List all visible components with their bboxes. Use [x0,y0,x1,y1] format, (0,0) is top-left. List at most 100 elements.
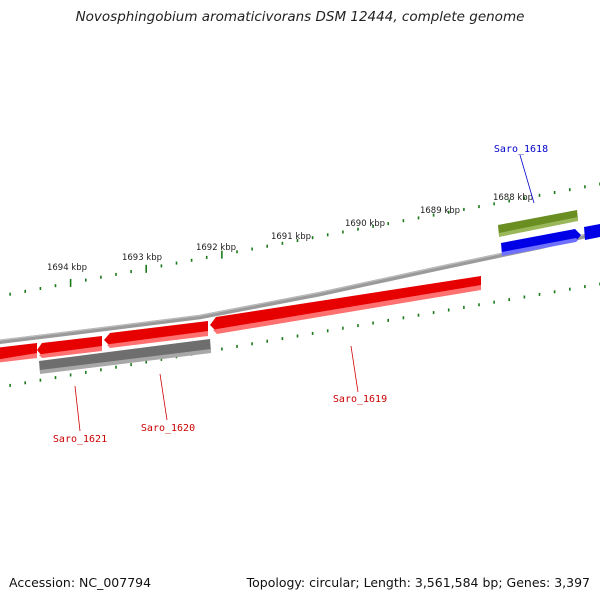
scale-labels: 1688 kbp 1689 kbp 1690 kbp 1691 kbp 1692… [47,193,533,273]
gene-bar-saro1620[interactable] [39,339,211,373]
minor-tick [281,241,284,245]
gene-arrows-inner-strand [39,210,600,374]
scale-label: 1689 kbp [420,206,460,216]
gene-arrow-red-3-shade [39,346,102,358]
minor-tick [190,258,193,262]
minor-tick [493,300,495,304]
gene-arrow-saro1618-shade [502,238,578,256]
genome-summary-text: Topology: circular; Length: 3,561,584 bp… [246,575,590,590]
minor-tick [266,244,268,248]
minor-tick [432,311,435,315]
gene-arrow-saro1619[interactable] [210,276,481,332]
leader-line-saro1621 [74,385,81,432]
minor-tick [100,368,102,372]
gene-arrow-red-4-shade [0,353,37,363]
minor-tick [326,233,329,237]
minor-tick [372,224,374,228]
major-tick [145,264,147,273]
minor-tick [569,287,571,291]
minor-tick [402,219,405,223]
gene-label-saro1621[interactable]: Saro_1621 [53,434,107,445]
gene-label-saro1618[interactable]: Saro_1618 [494,144,548,155]
minor-tick [54,376,57,380]
leader-line-saro1620 [159,373,168,421]
minor-tick [115,272,117,276]
gene-arrow-red-2[interactable] [104,321,208,346]
minor-tick [251,342,253,346]
minor-tick [372,321,374,325]
minor-tick [311,236,314,240]
minor-tick [236,344,238,348]
minor-tick [145,360,147,364]
leader-line-saro1619 [350,345,359,393]
minor-tick [296,239,299,242]
minor-tick [311,331,314,335]
minor-tick [236,250,238,254]
minor-tick [39,378,42,382]
minor-tick [508,298,510,302]
minor-tick [584,285,586,289]
minor-tick [130,363,132,367]
minor-tick [69,373,72,377]
minor-tick [160,264,163,268]
minor-tick [39,287,42,290]
scale-label: 1690 kbp [345,219,385,229]
accession-text: Accession: NC_007794 [9,575,152,590]
minor-tick [251,247,253,251]
gene-arrow-saro1619-shade [213,285,481,334]
minor-tick [478,205,480,209]
minor-tick [296,334,299,338]
minor-tick [9,292,11,296]
minor-tick [357,324,359,328]
scale-label: 1694 kbp [47,263,87,273]
minor-tick [175,261,178,265]
gene-arrow-red-2-shade [107,331,208,348]
minor-tick [463,207,465,211]
major-tick [69,278,72,287]
minor-tick [160,357,163,361]
scale-label: 1691 kbp [271,232,311,242]
minor-tick [447,308,450,312]
minor-tick [342,326,344,330]
gene-label-saro1620[interactable]: Saro_1620 [141,423,195,434]
minor-tick [553,191,556,194]
scale-label: 1688 kbp [493,193,533,203]
genome-title: Novosphingobium aromaticivorans DSM 1244… [75,9,525,25]
scale-label: 1692 kbp [196,243,236,253]
minor-tick [357,227,359,231]
minor-tick [493,202,495,206]
minor-tick [432,213,435,217]
gene-arrows-outer-strand [0,276,481,363]
minor-tick [221,347,223,351]
minor-tick [387,318,389,322]
gene-bar-saro1620-shade [40,349,211,374]
minor-tick [447,210,450,214]
minor-tick [85,278,87,282]
minor-tick [205,255,208,259]
gene-bar-rna-shade [499,217,578,237]
minor-tick [523,295,526,299]
minor-tick [387,222,389,226]
minor-tick [54,284,57,288]
gene-arrow-red-3[interactable] [37,336,102,356]
minor-tick [478,303,480,307]
leader-line-saro1618 [519,154,535,204]
minor-tick [538,193,541,197]
gene-arrow-blue-2[interactable] [584,223,600,240]
minor-tick [24,289,26,293]
minor-tick [584,185,586,189]
gene-labels: Saro_1618 Saro_1619 Saro_1620 Saro_1621 [53,144,548,445]
minor-tick [402,316,405,320]
minor-tick [281,337,284,341]
minor-tick [266,339,268,343]
label-leader-lines [74,154,535,432]
minor-tick [9,383,11,387]
minor-tick [508,199,510,203]
minor-tick [342,230,344,234]
minor-tick [553,290,556,294]
minor-tick [326,329,329,333]
minor-tick [115,365,117,369]
gene-label-saro1619[interactable]: Saro_1619 [333,394,387,405]
